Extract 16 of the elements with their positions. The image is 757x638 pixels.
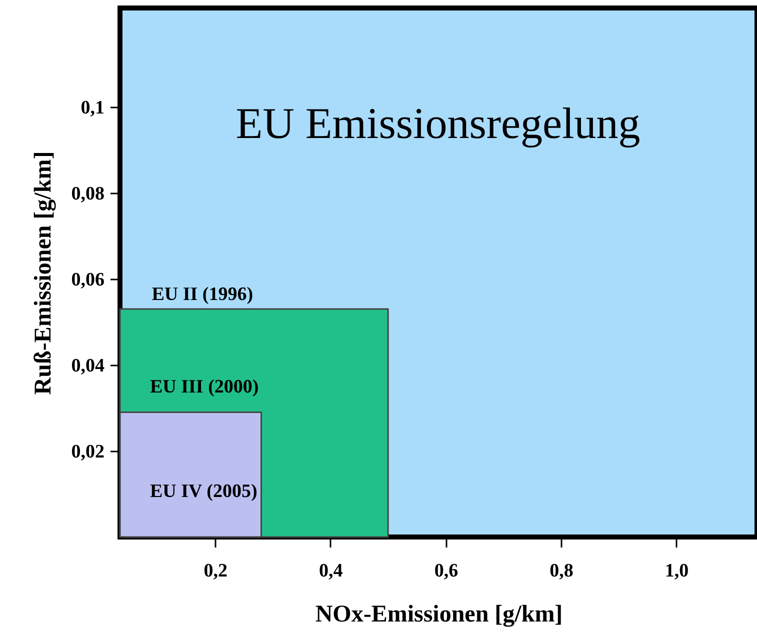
- annotation: EU II (1996): [152, 284, 254, 305]
- y-tick-label: 0,02: [71, 441, 104, 462]
- y-tick-label: 0,06: [71, 269, 104, 290]
- x-tick-label: 0,2: [204, 560, 228, 582]
- y-axis-title: Ruß-Emissionen [g/km]: [30, 151, 56, 395]
- y-tick-label: 0,04: [71, 355, 105, 376]
- x-axis-title: NOx-Emissionen [g/km]: [315, 602, 563, 628]
- x-tick-label: 0,8: [550, 560, 574, 582]
- text: EU Emissionsregelung: [236, 99, 640, 148]
- y-tick-label: 0,08: [71, 183, 104, 204]
- x-tick-label: 1,0: [664, 560, 689, 582]
- series-label: EU IV (2005): [150, 480, 258, 502]
- y-tick-label: 0,1: [80, 97, 104, 118]
- x-tick-label: 0,4: [319, 560, 344, 582]
- x-tick-label: 0,6: [434, 560, 458, 582]
- series-label: EU III (2000): [150, 376, 259, 398]
